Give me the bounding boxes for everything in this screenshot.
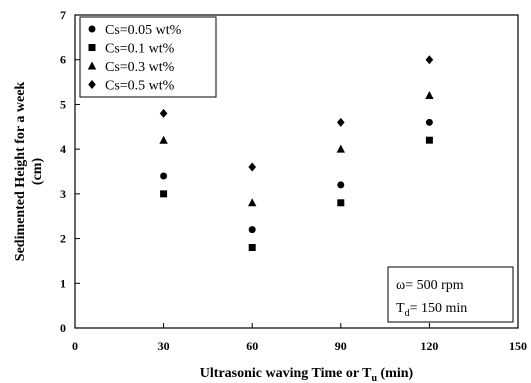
x-axis-title-unit: (min) bbox=[377, 366, 414, 381]
annotation-duration: Td= 150 min bbox=[396, 301, 467, 319]
annotation-duration-main: T bbox=[396, 301, 405, 316]
triangle-point bbox=[248, 198, 257, 207]
x-tick-label: 120 bbox=[420, 339, 438, 353]
diamond-point bbox=[337, 117, 345, 127]
square-point bbox=[160, 190, 168, 198]
circle-point bbox=[248, 226, 256, 234]
legend-entry: Cs=0.3 wt% bbox=[105, 60, 175, 75]
legend-box bbox=[79, 16, 217, 98]
y-tick-label: 6 bbox=[60, 53, 66, 67]
square-point bbox=[337, 199, 345, 207]
x-tick-label: 60 bbox=[246, 339, 258, 353]
legend-entry: Cs=0.5 wt% bbox=[105, 79, 175, 94]
square-point bbox=[248, 244, 256, 252]
legend-entry: Cs=0.1 wt% bbox=[105, 42, 175, 57]
y-axis-title-line1: Sedimented Height for a week bbox=[13, 82, 28, 262]
circle-point bbox=[425, 118, 433, 126]
y-axis-title-line2: (cm) bbox=[30, 158, 45, 186]
legend-square-swatch bbox=[88, 44, 96, 51]
y-tick-label: 1 bbox=[60, 276, 66, 290]
legend-entry: Cs=0.05 wt% bbox=[105, 23, 182, 38]
circle-point bbox=[160, 172, 168, 180]
y-tick-label: 3 bbox=[60, 187, 66, 201]
circle-point bbox=[337, 181, 345, 189]
annotation-speed: ω= 500 rpm bbox=[396, 278, 464, 293]
data-points bbox=[159, 55, 434, 252]
square-point bbox=[425, 136, 433, 144]
triangle-point bbox=[336, 144, 345, 153]
y-tick-label: 7 bbox=[60, 8, 66, 22]
y-tick-label: 4 bbox=[60, 142, 66, 156]
x-tick-label: 90 bbox=[335, 339, 347, 353]
annotation-duration-rest: = 150 min bbox=[410, 301, 468, 316]
y-axis-ticks: 0 1 2 3 4 5 6 7 bbox=[60, 8, 80, 335]
plot-area bbox=[74, 14, 519, 329]
annotation-frame bbox=[387, 266, 514, 323]
y-tick-label: 5 bbox=[60, 97, 66, 111]
diamond-point bbox=[159, 108, 168, 118]
diamond-point bbox=[248, 162, 256, 172]
legend: Cs=0.05 wt% Cs=0.1 wt% Cs=0.3 wt% Cs=0.5 wt… bbox=[79, 16, 217, 98]
x-axis-title: Ultrasonic waving Time or Tu (min) bbox=[200, 366, 414, 383]
y-tick-label: 2 bbox=[60, 232, 66, 246]
x-tick-label: 0 bbox=[72, 339, 78, 353]
legend-triangle-swatch bbox=[87, 61, 97, 70]
x-axis-title-main: Ultrasonic waving Time or T bbox=[200, 366, 372, 381]
x-tick-label: 150 bbox=[509, 339, 527, 353]
x-axis-title-subscript: u bbox=[371, 373, 377, 383]
legend-diamond-swatch bbox=[88, 80, 96, 89]
x-axis-ticks: 0 30 60 90 120 150 bbox=[72, 323, 527, 353]
annotation-box: ω= 500 rpm Td= 150 min bbox=[387, 266, 514, 323]
triangle-point bbox=[159, 135, 168, 144]
triangle-point bbox=[425, 90, 434, 99]
diamond-point bbox=[425, 55, 434, 65]
x-tick-label: 30 bbox=[158, 339, 170, 353]
annotation-duration-subscript: d bbox=[405, 308, 410, 319]
legend-circle-swatch bbox=[88, 25, 96, 33]
y-tick-label: 0 bbox=[60, 321, 66, 335]
